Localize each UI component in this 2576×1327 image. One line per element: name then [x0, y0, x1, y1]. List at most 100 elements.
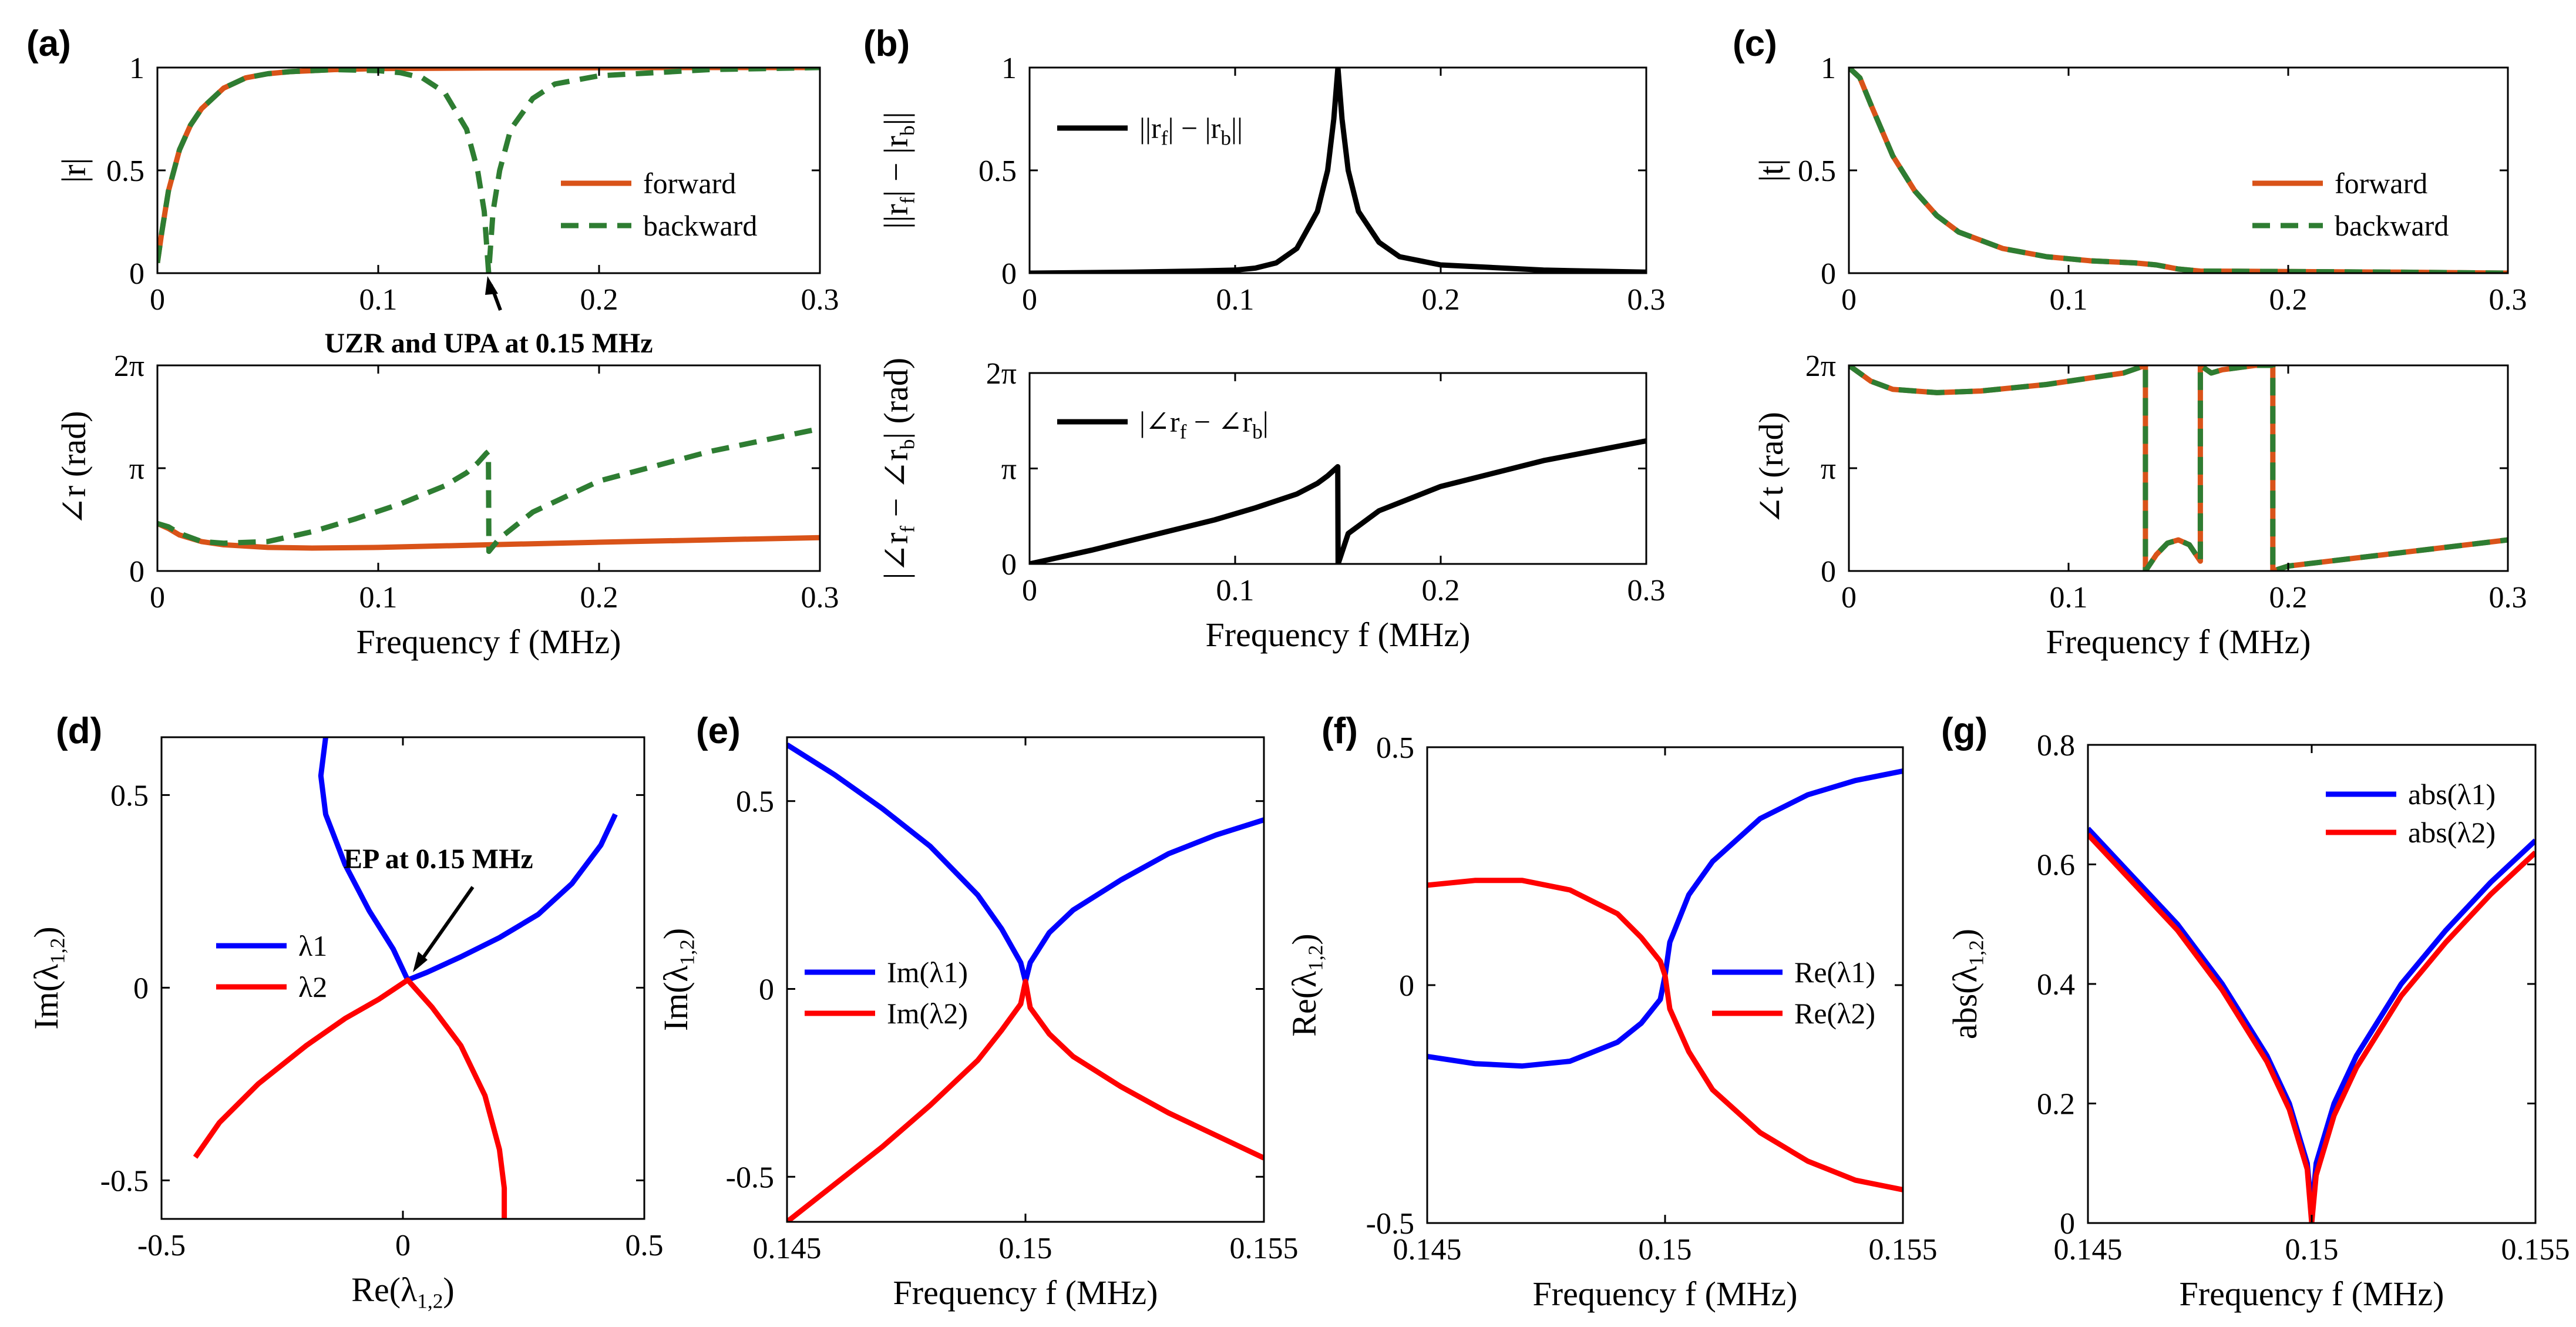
legend-label: ||rf| − |rb||	[1139, 112, 1243, 149]
x-tick-label: 0	[150, 283, 165, 317]
series-line-abs-2	[2088, 832, 2535, 1223]
x-tick-label: 0.3	[2489, 581, 2527, 614]
y-axis-label: |r|	[55, 158, 93, 183]
y-tick-label: 1	[129, 52, 144, 85]
y-tick-label: 0	[1399, 969, 1414, 1003]
y-tick-label: π	[129, 452, 144, 486]
chart-a-bottom: 0 0.1 0.2 0.3 0 π 2π Frequency f (MHz) ∠r (rad)	[55, 350, 839, 661]
x-tick-label: 0.1	[1216, 283, 1255, 317]
y-tick-label: π	[1001, 453, 1017, 486]
x-tick-label: 0.2	[1422, 574, 1460, 607]
y-tick-label: 0.2	[2037, 1088, 2075, 1121]
x-tick-label: 0.2	[580, 283, 618, 317]
x-tick-label: 0.1	[2050, 581, 2088, 614]
y-axis-label: |t|	[1752, 159, 1790, 182]
y-tick-label: -0.5	[100, 1164, 149, 1198]
y-tick-label: -0.5	[1366, 1207, 1414, 1241]
chart-d: -0.5 0 0.5 -0.5 0 0.5 Re(λ1,2) Im(λ1,2) λ1 λ2	[27, 736, 664, 1312]
series-line-r-f-r-b	[1030, 438, 1646, 564]
x-tick-label: 0.1	[359, 581, 398, 614]
panel-label-a: (a)	[26, 23, 71, 64]
x-tick-label: 0.2	[1422, 283, 1460, 317]
x-tick-label: 0.1	[1216, 574, 1255, 607]
x-axis-label: Re(λ1,2)	[351, 1271, 454, 1312]
x-tick-label: 0.5	[625, 1229, 664, 1262]
x-tick-label: 0.3	[801, 283, 839, 317]
y-tick-label: -0.5	[726, 1161, 774, 1194]
annotation-ep: EP at 0.15 MHz	[344, 844, 533, 875]
y-tick-label: 2π	[986, 357, 1017, 391]
x-tick-label: 0	[1841, 581, 1857, 614]
x-tick-label: 0.1	[359, 283, 398, 317]
x-tick-label: 0.1	[2050, 283, 2088, 317]
y-tick-label: 0.5	[1798, 154, 1836, 188]
chart-a-top: 0 0.1 0.2 0.3 0 0.5 1 |r| forward backward	[55, 52, 839, 317]
y-tick-label: 0.8	[2037, 729, 2075, 762]
legend-label: backward	[643, 209, 757, 242]
y-tick-label: 0	[2060, 1207, 2075, 1241]
annotation-uzr-upa: UZR and UPA at 0.15 MHz	[324, 328, 653, 359]
y-tick-label: 0.6	[2037, 849, 2075, 882]
x-axis-label: Frequency f (MHz)	[1206, 616, 1471, 654]
chart-c-bottom: 0 0.1 0.2 0.3 0 π 2π Frequency f (MHz) ∠t (rad)	[1752, 350, 2527, 661]
x-tick-label: 0.145	[1393, 1233, 1462, 1266]
y-axis-label: ∠r (rad)	[55, 411, 93, 525]
chart-b-bottom: 0 0.1 0.2 0.3 0 π 2π Frequency f (MHz) |∠rf − ∠r…	[877, 357, 1666, 654]
legend-label: forward	[643, 167, 736, 200]
legend-label: Im(λ1)	[887, 956, 968, 989]
panel-label-d: (d)	[56, 711, 102, 751]
legend-label: abs(λ1)	[2408, 778, 2496, 811]
legend-label: forward	[2335, 167, 2427, 200]
annotation-ep-arrow	[418, 886, 475, 963]
series-line-backward	[1849, 68, 2508, 273]
x-tick-label: 0.2	[2269, 283, 2308, 317]
legend-label: Re(λ2)	[1794, 997, 1875, 1030]
series-line-forward	[157, 521, 820, 551]
x-tick-label: 0.155	[1869, 1233, 1938, 1266]
y-tick-label: 0.5	[978, 154, 1017, 188]
legend-label: abs(λ2)	[2408, 816, 2496, 849]
x-tick-label: 0.3	[1627, 283, 1666, 317]
x-tick-label: 0	[395, 1229, 411, 1262]
x-tick-label: 0.15	[999, 1232, 1052, 1265]
y-axis-label: ||rf| − |rb||	[877, 112, 919, 229]
y-tick-label: π	[1821, 452, 1836, 486]
series-line-backward	[1849, 365, 2508, 571]
x-tick-label: 0.15	[1639, 1233, 1692, 1266]
y-tick-label: 0	[1821, 555, 1836, 589]
legend-label: backward	[2335, 209, 2449, 242]
y-tick-label: 1	[1001, 52, 1017, 85]
series-line-backward	[157, 68, 820, 273]
x-tick-label: 0	[1022, 574, 1037, 607]
x-tick-label: 0.145	[2054, 1233, 2123, 1266]
series-line-2	[193, 977, 507, 1219]
chart-b-top: 0 0.1 0.2 0.3 0 0.5 1 ||rf| − |rb|| ||rf| − |rb|…	[877, 52, 1666, 317]
chart-g: 0.145 0.15 0.155 0 0.2 0.4 0.6 0.8 Frequency f (…	[1946, 729, 2570, 1313]
series-line-Im-2	[787, 979, 1264, 1222]
x-tick-label: 0.3	[2489, 283, 2527, 317]
x-tick-label: 0	[1022, 283, 1037, 317]
y-tick-label: 0.5	[736, 785, 774, 819]
y-tick-label: 0.4	[2037, 968, 2075, 1002]
y-tick-label: 0.5	[1376, 731, 1414, 765]
chart-f: 0.145 0.15 0.155 -0.5 0 0.5 Frequency f (MHz) R…	[1285, 731, 1938, 1313]
panel-label-b: (b)	[863, 23, 910, 64]
y-tick-label: 1	[1821, 52, 1836, 85]
legend-label: λ2	[298, 970, 327, 1003]
x-axis-label: Frequency f (MHz)	[2180, 1275, 2444, 1313]
x-axis-label: Frequency f (MHz)	[357, 623, 621, 661]
x-axis-label: Frequency f (MHz)	[893, 1274, 1158, 1312]
annotation-ep-arrow-head	[413, 952, 428, 972]
y-axis-label: Im(λ1,2)	[657, 928, 698, 1031]
y-axis-label: ∠t (rad)	[1752, 412, 1790, 525]
y-tick-label: 0	[759, 973, 774, 1006]
x-tick-label: 0.155	[1230, 1232, 1299, 1265]
panel-label-g: (g)	[1941, 711, 1988, 751]
y-axis-label: Re(λ1,2)	[1285, 933, 1327, 1036]
x-tick-label: 0.2	[2269, 581, 2308, 614]
x-axis-label: Frequency f (MHz)	[2046, 623, 2311, 661]
x-tick-label: 0	[150, 581, 165, 614]
x-tick-label: 0.3	[1627, 574, 1666, 607]
series-line-backward	[157, 426, 820, 555]
y-tick-label: 0	[133, 972, 149, 1005]
